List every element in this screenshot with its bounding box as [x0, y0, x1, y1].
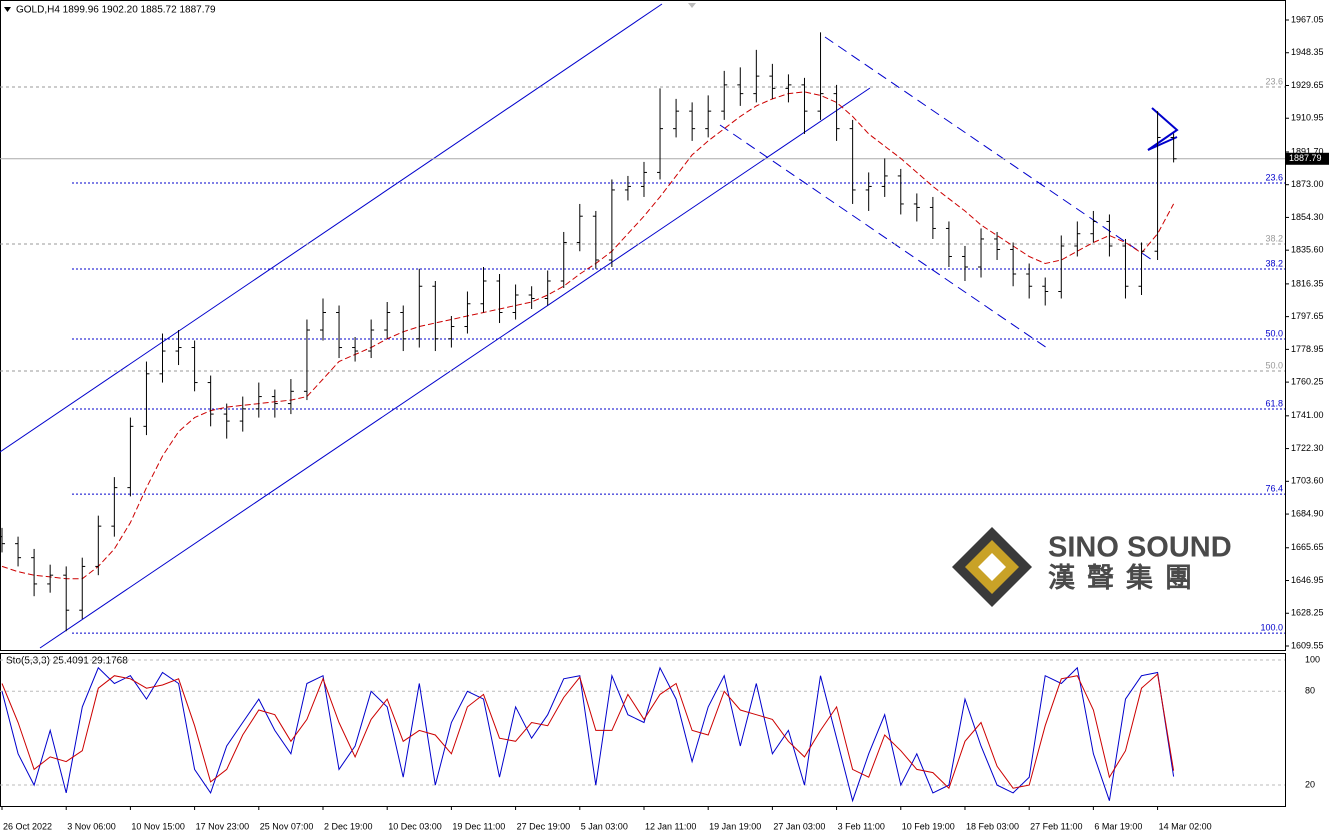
y-tick-label: 1760.25	[1291, 376, 1324, 386]
y-tick-label: 1873.00	[1291, 179, 1324, 189]
triangle-lower	[1147, 136, 1178, 151]
fib-label: 76.4	[1265, 483, 1283, 493]
x-tick-label: 6 Mar 19:00	[1094, 821, 1142, 831]
fib-label: 38.2	[1265, 233, 1283, 243]
indicator-tick-label: 20	[1305, 779, 1315, 789]
x-tick-label: 10 Dec 03:00	[388, 821, 442, 831]
channel-lower	[39, 87, 871, 649]
down-channel-upper	[824, 36, 1156, 263]
x-tick-label: 3 Feb 11:00	[838, 821, 885, 831]
x-tick-label: 5 Jan 03:00	[581, 821, 628, 831]
logo-subtitle: 漢聲集團	[1048, 562, 1204, 593]
fib-label: 61.8	[1265, 398, 1283, 408]
logo-name: SINO SOUND	[1048, 532, 1232, 564]
y-tick-label: 1929.65	[1291, 80, 1324, 90]
y-tick-label: 1646.95	[1291, 575, 1324, 585]
y-tick-label: 1703.60	[1291, 476, 1324, 486]
fib-label: 23.6	[1265, 76, 1283, 86]
indicator-line	[1, 673, 1175, 790]
y-tick-label: 1910.95	[1291, 113, 1324, 123]
channel-upper	[0, 3, 663, 453]
x-tick-label: 3 Nov 06:00	[67, 821, 116, 831]
title-arrow	[4, 7, 11, 12]
y-tick-label: 1967.05	[1291, 14, 1324, 24]
indicator-tick-label: 100	[1305, 654, 1320, 664]
x-tick-label: 27 Feb 11:00	[1030, 821, 1082, 831]
indicator-frame	[0, 653, 1286, 807]
x-tick-label: 10 Feb 19:00	[902, 821, 955, 831]
fib-label: 23.6	[1265, 172, 1283, 182]
fib-label: 50.0	[1265, 328, 1283, 338]
indicator-title: Sto(5,3,3) 25.4091 29.1768	[6, 656, 128, 667]
logo: SINO SOUND 漢聲集團	[952, 527, 1232, 607]
x-tick-label: 27 Dec 19:00	[517, 821, 571, 831]
price-tag	[1286, 152, 1329, 165]
x-tick-label: 19 Jan 19:00	[709, 821, 761, 831]
x-tick-label: 17 Nov 23:00	[196, 821, 250, 831]
y-tick-label: 1797.65	[1291, 311, 1324, 321]
x-tick-label: 25 Nov 07:00	[260, 821, 314, 831]
fib-label: 50.0	[1265, 360, 1283, 370]
y-tick-label: 1948.35	[1291, 47, 1324, 57]
down-channel-lower	[719, 124, 1051, 351]
price-tag-label: 1887.79	[1289, 153, 1322, 163]
fib-label: 38.2	[1265, 258, 1283, 268]
x-tick-label: 19 Dec 11:00	[452, 821, 505, 831]
main-frame	[0, 0, 1286, 651]
x-tick-label: 27 Jan 03:00	[773, 821, 825, 831]
y-tick-label: 1722.30	[1291, 443, 1324, 453]
y-tick-label: 1816.35	[1291, 278, 1324, 288]
chart-title: GOLD,H4 1899.96 1902.20 1885.72 1887.79	[16, 5, 216, 16]
x-tick-label: 14 Mar 02:00	[1159, 821, 1212, 831]
y-tick-label: 1835.60	[1291, 245, 1324, 255]
y-tick-label: 1741.00	[1291, 410, 1324, 420]
logo-core	[978, 553, 1006, 581]
y-tick-label: 1628.25	[1291, 608, 1324, 618]
fib-label: 100.0	[1260, 623, 1283, 633]
x-tick-label: 2 Dec 19:00	[324, 821, 373, 831]
y-tick-label: 1609.55	[1291, 640, 1324, 650]
moving-average	[1, 91, 1175, 580]
y-tick-label: 1854.30	[1291, 212, 1324, 222]
indicator-tick-label: 80	[1305, 686, 1315, 696]
indicator-line	[1, 666, 1175, 803]
y-tick-label: 1891.70	[1291, 146, 1324, 156]
y-tick-label: 1684.90	[1291, 508, 1324, 518]
shift-marker	[688, 3, 696, 8]
y-tick-label: 1665.65	[1291, 542, 1324, 552]
x-tick-label: 18 Feb 03:00	[966, 821, 1019, 831]
x-tick-label: 26 Oct 2022	[3, 821, 52, 831]
x-tick-label: 12 Jan 11:00	[645, 821, 696, 831]
y-tick-label: 1778.95	[1291, 344, 1324, 354]
x-tick-label: 10 Nov 15:00	[131, 821, 185, 831]
